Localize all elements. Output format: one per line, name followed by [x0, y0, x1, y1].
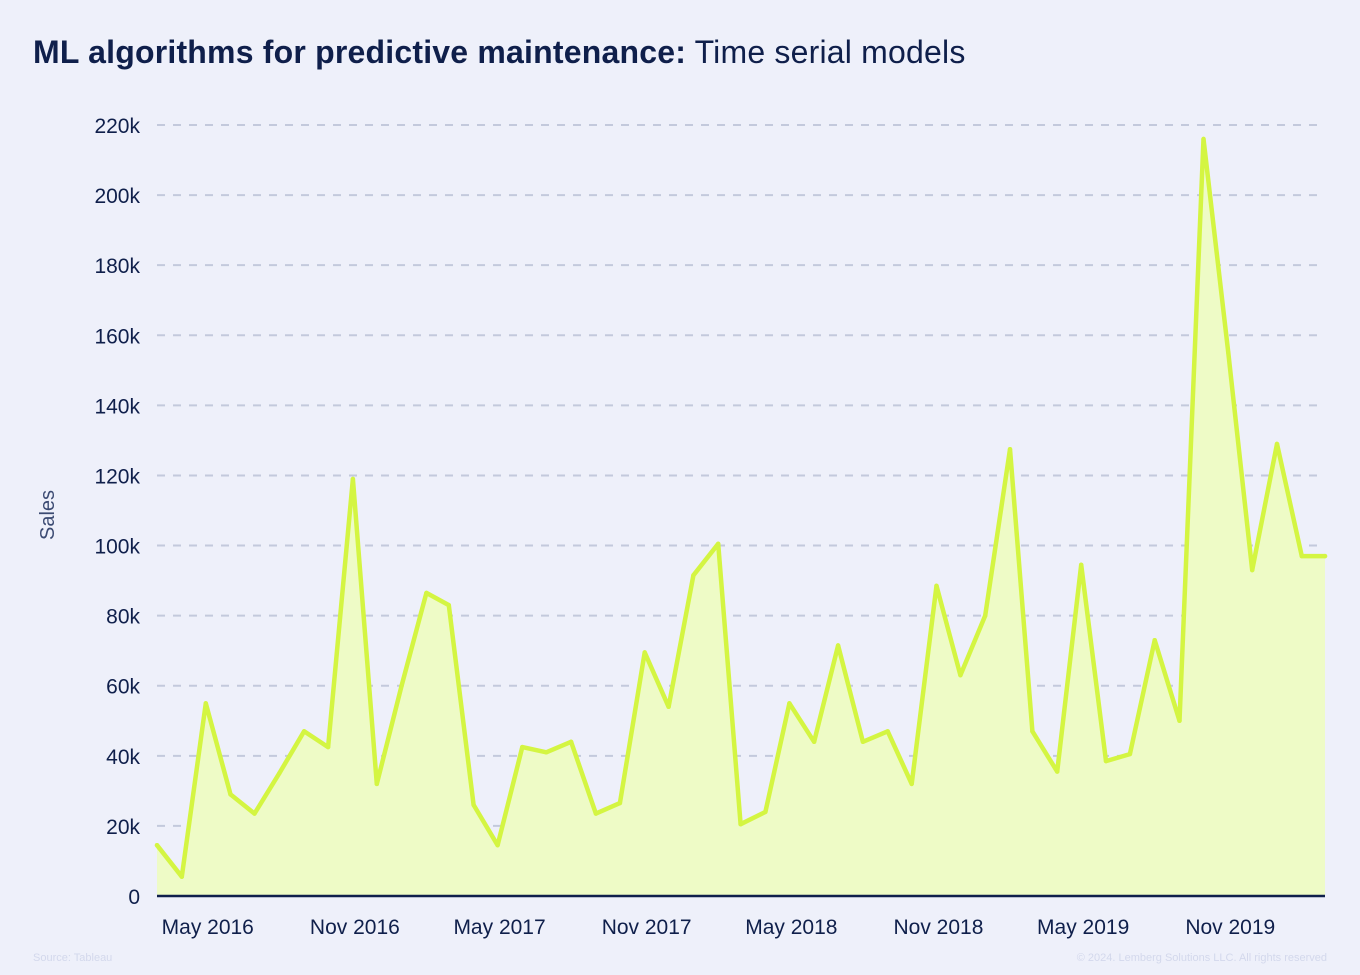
y-tick-label: 120k [94, 465, 140, 488]
data-point [1226, 350, 1231, 355]
copyright-note: © 2024. Lemberg Solutions LLC. All right… [1076, 952, 1327, 964]
data-point [1152, 638, 1157, 643]
x-tick-label: May 2017 [453, 916, 545, 939]
data-point [1201, 136, 1206, 142]
data-point [1127, 751, 1133, 757]
y-tick-label: 160k [94, 325, 140, 348]
y-tick-label: 140k [94, 395, 140, 418]
data-point [544, 750, 549, 755]
chart-title-bold: ML algorithms for predictive maintenance… [33, 34, 687, 70]
y-tick-label: 20k [106, 816, 140, 839]
y-axis-label: Sales [37, 490, 59, 540]
data-point [691, 573, 696, 578]
x-tick-label: Nov 2016 [310, 916, 400, 939]
data-point [1250, 567, 1255, 573]
y-tick-label: 80k [106, 606, 140, 629]
data-point [277, 771, 282, 776]
data-point [909, 781, 914, 787]
y-tick-label: 180k [94, 255, 140, 278]
data-point [424, 590, 429, 596]
data-point [350, 476, 356, 482]
data-point [860, 739, 866, 744]
x-tick-label: Nov 2018 [894, 916, 984, 939]
x-tick-label: Nov 2017 [602, 916, 692, 939]
y-tick-label: 200k [94, 185, 140, 208]
x-tick-label: May 2018 [745, 916, 837, 939]
data-point [1322, 553, 1328, 559]
data-point [568, 739, 574, 744]
data-point [716, 541, 721, 546]
data-point [446, 602, 451, 608]
data-point [1103, 758, 1109, 764]
y-tick-label: 40k [106, 746, 140, 769]
data-point [983, 613, 988, 618]
data-point [958, 673, 963, 678]
y-axis-ticks: 0 20k 40k 60k 80k 100k 120k 140k 160k 180k 200k 220… [94, 115, 140, 909]
y-tick-label: 0 [128, 886, 140, 909]
data-point [617, 800, 623, 806]
data-point [1274, 441, 1280, 447]
data-point [399, 683, 404, 688]
data-point [1177, 718, 1182, 723]
data-point [1079, 562, 1084, 567]
data-point [471, 802, 476, 808]
x-axis-ticks: May 2016 Nov 2016 May 2017 Nov 2017 May 2018… [162, 916, 1276, 939]
chart-title: ML algorithms for predictive maintenance… [33, 30, 966, 74]
data-point [1055, 769, 1060, 774]
y-tick-label: 100k [94, 536, 140, 559]
data-point [593, 811, 599, 816]
data-point [642, 650, 647, 655]
data-point [811, 739, 817, 744]
data-point [374, 781, 379, 787]
data-point [763, 809, 768, 815]
data-point [885, 729, 890, 734]
data-point [154, 843, 160, 848]
data-point [228, 792, 233, 797]
source-note: Source: Tableau [33, 952, 113, 964]
x-tick-label: May 2016 [162, 916, 254, 939]
data-point [495, 843, 500, 848]
data-point [520, 744, 525, 750]
data-point [934, 583, 939, 588]
data-point [835, 643, 841, 648]
data-point [179, 874, 184, 879]
sales-area-fill [157, 139, 1325, 896]
data-point [1299, 553, 1305, 559]
data-point [1007, 447, 1013, 452]
data-point [203, 701, 208, 706]
data-point [738, 822, 743, 827]
x-tick-label: Nov 2019 [1185, 916, 1275, 939]
y-tick-label: 60k [106, 676, 140, 699]
data-point [301, 729, 307, 734]
data-point [325, 744, 331, 750]
data-point [666, 704, 671, 709]
y-tick-label: 220k [94, 115, 140, 138]
data-point [252, 811, 257, 816]
x-tick-label: May 2019 [1037, 916, 1129, 939]
area-layer [154, 136, 1328, 898]
data-point [787, 701, 792, 706]
data-point [1030, 729, 1035, 734]
chart-title-light: Time serial models [694, 34, 966, 70]
